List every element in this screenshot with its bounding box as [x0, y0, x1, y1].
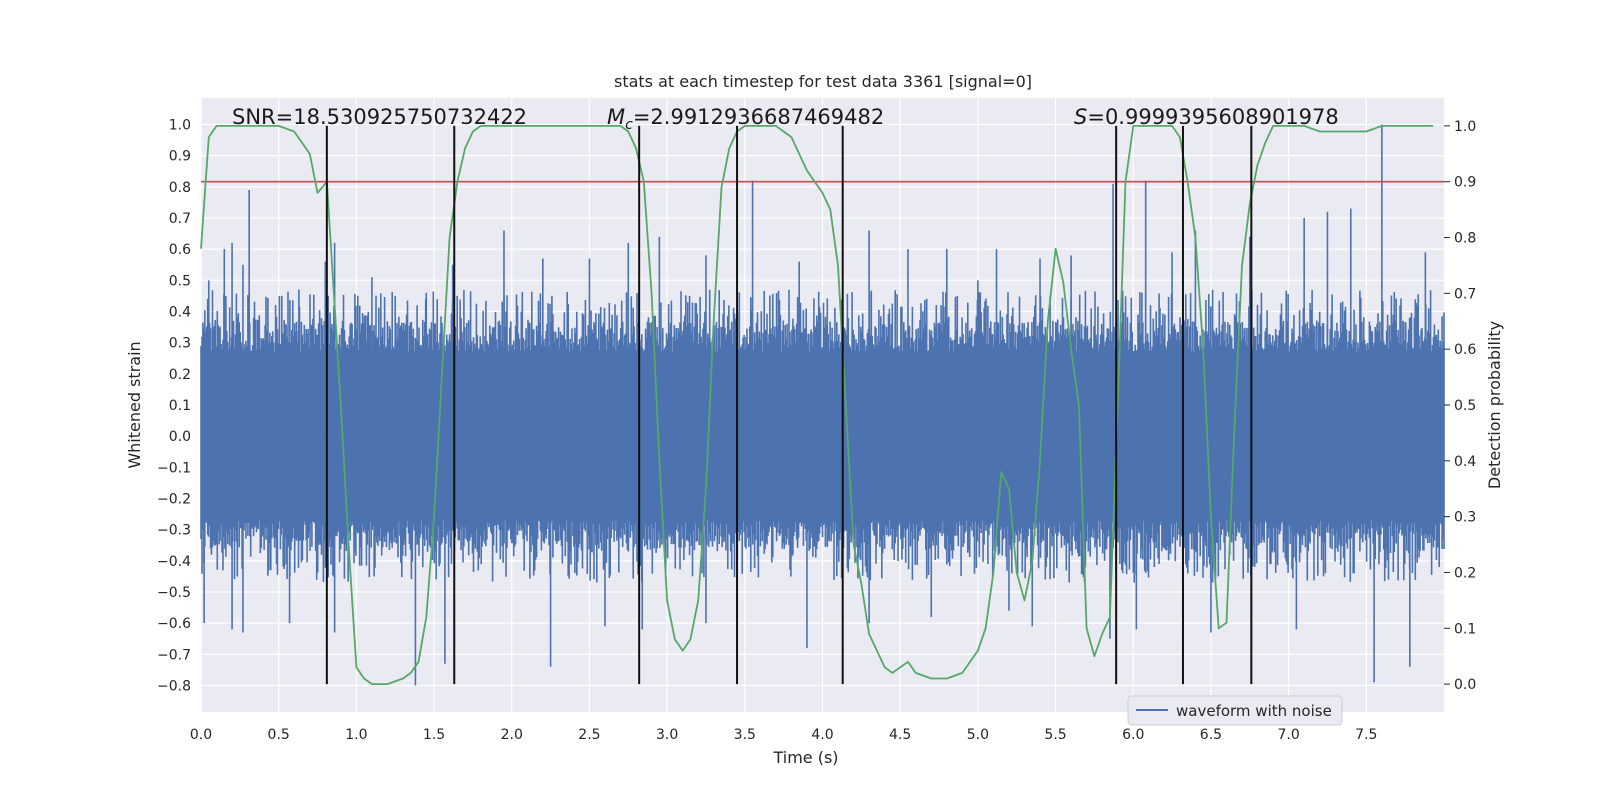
score-symbol: S	[1074, 105, 1087, 129]
y-right-tick-label: 0.4	[1454, 454, 1476, 470]
detection-probability-series	[200, 125, 1434, 685]
y-left-tick-label: 0.2	[169, 367, 191, 383]
x-axis-label: Time (s)	[772, 748, 838, 767]
y-left-tick-label: −0.6	[157, 616, 191, 632]
y-left-tick-label: −0.5	[157, 585, 191, 601]
x-tick-label: 2.0	[501, 727, 523, 743]
y-left-tick-label: 0.1	[169, 398, 191, 414]
y-right-tick-label: 0.7	[1454, 286, 1476, 302]
detection-markers	[325, 125, 1253, 685]
x-tick-label: 2.5	[578, 727, 600, 743]
x-tick-label: 7.0	[1277, 727, 1299, 743]
legend-box	[1127, 695, 1343, 726]
x-axis-ticks: 0.0 0.5 1.0 1.5 2.0 2.5 3.0 3.5 4.0 4.5 5.0 5.5 6.0 6…	[190, 727, 1378, 743]
x-tick-label: 6.0	[1122, 727, 1144, 743]
score-value: =0.9999395608901978	[1087, 105, 1338, 129]
chart-title: stats at each timestep for test data 336…	[614, 72, 1032, 91]
chirp-mass-value: =2.9912936687469482	[633, 105, 884, 129]
x-tick-label: 6.5	[1200, 727, 1222, 743]
y-left-tick-label: −0.4	[157, 554, 191, 570]
y-axis-right-ticks: 1.0 0.9 0.8 0.7 0.6 0.5 0.4 0.3 0.2 0.1 0.0	[1444, 119, 1476, 693]
x-tick-label: 4.0	[811, 727, 833, 743]
chirp-mass-subscript: c	[625, 117, 633, 133]
x-tick-label: 1.0	[345, 727, 367, 743]
y-right-tick-label: 0.6	[1454, 342, 1476, 358]
y-right-tick-label: 0.9	[1454, 175, 1476, 191]
y-left-tick-label: −0.8	[157, 679, 191, 695]
y-axis-right-label: Detection probability	[1485, 321, 1504, 489]
detection-probability-line	[200, 125, 1434, 685]
x-tick-label: 5.0	[967, 727, 989, 743]
y-right-tick-label: 0.2	[1454, 565, 1476, 581]
y-left-tick-label: 0.5	[169, 273, 191, 289]
chirp-mass-symbol: M	[607, 105, 625, 129]
y-right-tick-label: 1.0	[1454, 119, 1476, 135]
y-left-tick-label: 1.0	[169, 117, 191, 133]
y-left-tick-label: 0.3	[169, 336, 191, 352]
y-left-tick-label: −0.7	[157, 647, 191, 663]
y-left-tick-label: −0.3	[157, 523, 191, 539]
x-tick-label: 1.5	[423, 727, 445, 743]
legend-entry: waveform with noise	[1176, 702, 1332, 720]
y-axis-left-ticks: 1.0 0.9 0.8 0.7 0.6 0.5 0.4 0.3 0.2 0.1 0.0 −0.1 −0.…	[157, 117, 191, 694]
x-tick-label: 3.0	[656, 727, 678, 743]
x-tick-label: 5.5	[1044, 727, 1066, 743]
y-left-tick-label: 0.6	[169, 242, 191, 258]
y-left-tick-label: 0.0	[169, 429, 191, 445]
waveform-noise-core	[201, 352, 1444, 521]
chirp-mass-annotation: Mc=2.9912936687469482	[607, 105, 884, 133]
x-tick-label: 3.5	[734, 727, 756, 743]
y-left-tick-label: −0.2	[157, 492, 191, 508]
snr-annotation: SNR=18.530925750732422	[232, 105, 527, 129]
y-left-tick-label: 0.7	[169, 211, 191, 227]
y-right-tick-label: 0.5	[1454, 398, 1476, 414]
legend: waveform with noise	[1127, 695, 1343, 726]
y-left-tick-label: 0.4	[169, 304, 191, 320]
x-tick-label: 4.5	[889, 727, 911, 743]
x-tick-label: 0.5	[268, 727, 290, 743]
y-left-tick-label: 0.8	[169, 180, 191, 196]
y-right-tick-label: 0.0	[1454, 677, 1476, 693]
y-right-tick-label: 0.3	[1454, 510, 1476, 526]
y-right-tick-label: 0.8	[1454, 231, 1476, 247]
x-tick-label: 0.0	[190, 727, 212, 743]
y-axis-left-label: Whitened strain	[125, 341, 144, 468]
score-annotation: S=0.9999395608901978	[1074, 105, 1339, 129]
y-left-tick-label: 0.9	[169, 149, 191, 165]
x-tick-label: 7.5	[1355, 727, 1377, 743]
y-right-tick-label: 0.1	[1454, 621, 1476, 637]
y-left-tick-label: −0.1	[157, 460, 191, 476]
